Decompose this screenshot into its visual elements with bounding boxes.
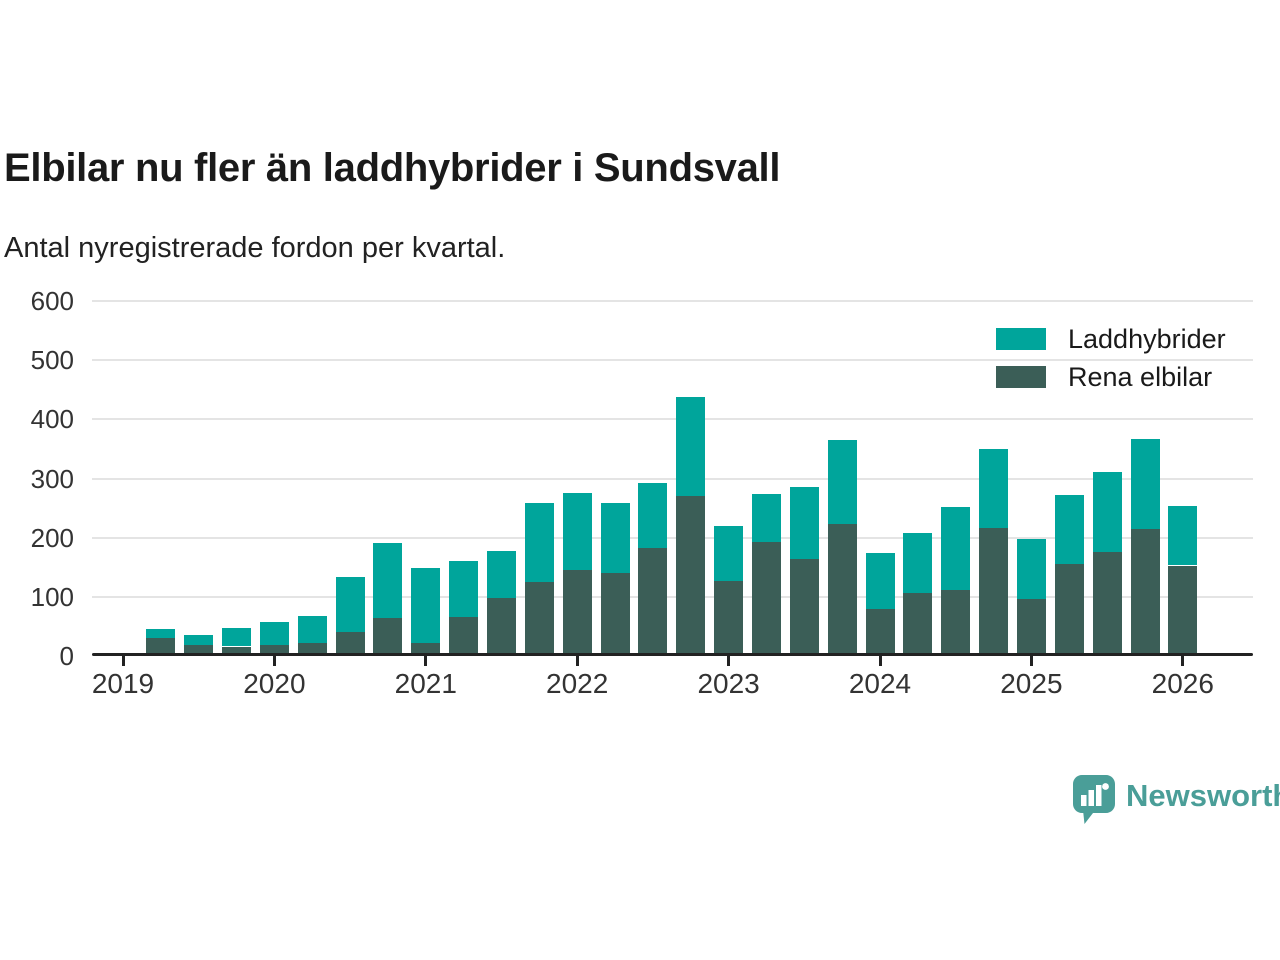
bar-2023-q2-rena-elbilar	[752, 542, 781, 656]
y-axis-label-100: 100	[30, 581, 74, 612]
bar-2025-q3-laddhybrider	[1092, 472, 1122, 552]
bar-2021-q1-rena-elbilar	[411, 643, 441, 656]
bar-2024-q2-laddhybrider	[903, 532, 933, 593]
bar-2022-q4-rena-elbilar	[676, 495, 706, 656]
y-axis-label-400: 400	[30, 404, 74, 435]
bar-2020-q2-laddhybrider	[297, 616, 327, 643]
bar-2026-q1-laddhybrider	[1168, 506, 1198, 566]
bar-2023-q3-laddhybrider	[789, 487, 819, 559]
bar-2025-q1-laddhybrider	[1016, 539, 1046, 599]
y-axis-label-600: 600	[30, 286, 74, 316]
bar-2026-q1-rena-elbilar	[1168, 565, 1198, 656]
x-axis-tick-2025	[1029, 656, 1033, 666]
bar-2025-q3-rena-elbilar	[1092, 551, 1122, 656]
bar-2024-q4-laddhybrider	[979, 448, 1009, 529]
newsworthy-wordmark: Newsworthy	[1126, 778, 1280, 813]
bar-2021-q2-rena-elbilar	[449, 617, 479, 656]
x-axis-line	[92, 653, 1253, 656]
bar-2021-q1-laddhybrider	[411, 567, 441, 643]
legend-swatch-rena-elbilar	[996, 366, 1046, 388]
bar-2019-q4-laddhybrider	[222, 627, 252, 647]
bar-2020-q3-laddhybrider	[335, 577, 365, 633]
legend-item-rena-elbilar: Rena elbilar	[996, 362, 1226, 392]
bar-2019-q2-laddhybrider	[146, 628, 176, 639]
chart-subtitle: Antal nyregistrerade fordon per kvartal.	[4, 232, 506, 264]
legend-swatch-laddhybrider	[996, 328, 1046, 350]
bar-2025-q2-laddhybrider	[1054, 495, 1084, 564]
bar-2021-q3-laddhybrider	[487, 551, 516, 598]
x-axis-label-2019: 2019	[91, 668, 155, 699]
gridline-300	[92, 477, 1253, 480]
gridline-600	[92, 300, 1253, 302]
y-axis-label-0: 0	[59, 641, 74, 671]
bar-2020-q2-rena-elbilar	[297, 643, 327, 656]
bar-2023-q3-rena-elbilar	[789, 559, 819, 656]
bar-2020-q4-rena-elbilar	[373, 617, 403, 656]
legend-label-laddhybrider: Laddhybrider	[1068, 323, 1226, 354]
x-axis-label-2021: 2021	[394, 668, 457, 699]
bar-2025-q2-rena-elbilar	[1054, 563, 1084, 656]
x-axis-tick-2019	[121, 656, 125, 666]
bar-2023-q2-laddhybrider	[752, 493, 781, 543]
bar-2024-q2-rena-elbilar	[903, 592, 933, 656]
bar-2022-q2-laddhybrider	[600, 503, 630, 573]
bar-2023-q4-laddhybrider	[827, 439, 857, 525]
bar-2023-q4-rena-elbilar	[827, 524, 857, 656]
legend: Laddhybrider Rena elbilar	[996, 324, 1226, 403]
x-axis-label-2023: 2023	[697, 668, 760, 699]
legend-label-rena-elbilar: Rena elbilar	[1068, 361, 1213, 392]
bar-2023-q1-laddhybrider	[714, 526, 744, 581]
newsworthy-logo: Newsworthy	[1072, 774, 1280, 826]
x-axis-tick-2021	[424, 656, 428, 666]
bar-2021-q4-laddhybrider	[524, 502, 554, 583]
bar-2024-q4-rena-elbilar	[979, 528, 1009, 656]
bar-2025-q4-rena-elbilar	[1130, 528, 1160, 656]
x-axis-label-2022: 2022	[546, 668, 609, 699]
y-axis-label-500: 500	[30, 345, 74, 376]
bar-2021-q3-rena-elbilar	[487, 598, 516, 656]
x-axis-tick-2026	[1181, 656, 1185, 666]
gridline-100	[92, 595, 1253, 598]
bar-2020-q1-laddhybrider	[259, 622, 289, 645]
bar-2020-q3-rena-elbilar	[335, 632, 365, 656]
bar-2025-q4-laddhybrider	[1130, 438, 1160, 529]
gridline-200	[92, 536, 1253, 539]
bar-2021-q4-rena-elbilar	[524, 582, 554, 656]
y-axis-label-300: 300	[30, 463, 74, 494]
bar-2019-q2-rena-elbilar	[146, 638, 176, 657]
bar-2019-q3-laddhybrider	[184, 635, 214, 646]
bar-2019-q3-rena-elbilar	[184, 645, 214, 657]
bar-2023-q1-rena-elbilar	[714, 580, 744, 656]
bar-2022-q1-rena-elbilar	[562, 570, 592, 656]
bar-2024-q3-rena-elbilar	[941, 590, 971, 656]
page-title: Elbilar nu fler än laddhybrider i Sundsv…	[4, 146, 781, 190]
bar-2024-q3-laddhybrider	[941, 506, 971, 591]
bar-2022-q3-rena-elbilar	[638, 547, 668, 656]
bar-2024-q1-laddhybrider	[865, 552, 895, 610]
gridline-400	[92, 418, 1253, 421]
bar-2022-q1-laddhybrider	[562, 493, 592, 571]
x-axis-tick-2024	[878, 656, 882, 666]
x-axis-label-2024: 2024	[848, 668, 912, 699]
y-axis-label-200: 200	[30, 522, 74, 553]
bar-2020-q1-rena-elbilar	[259, 644, 289, 656]
gridline-500	[92, 359, 1253, 362]
bar-2020-q4-laddhybrider	[373, 543, 403, 618]
x-axis-label-2026: 2026	[1151, 668, 1214, 699]
bar-2019-q4-rena-elbilar	[222, 646, 252, 656]
x-axis-tick-2020	[272, 656, 276, 666]
bar-2024-q1-rena-elbilar	[865, 609, 895, 656]
bar-2025-q1-rena-elbilar	[1016, 598, 1046, 656]
bar-2022-q3-laddhybrider	[638, 483, 668, 548]
legend-item-laddhybrider: Laddhybrider	[996, 324, 1226, 354]
newsworthy-bubble-icon	[1073, 775, 1115, 824]
x-axis-tick-2023	[727, 656, 731, 666]
x-axis-label-2025: 2025	[1000, 668, 1063, 699]
x-axis-label-2020: 2020	[243, 668, 306, 699]
bar-2022-q2-rena-elbilar	[600, 572, 630, 656]
x-axis-tick-2022	[575, 656, 579, 666]
bar-2021-q2-laddhybrider	[449, 561, 479, 617]
bar-2022-q4-laddhybrider	[676, 397, 706, 496]
